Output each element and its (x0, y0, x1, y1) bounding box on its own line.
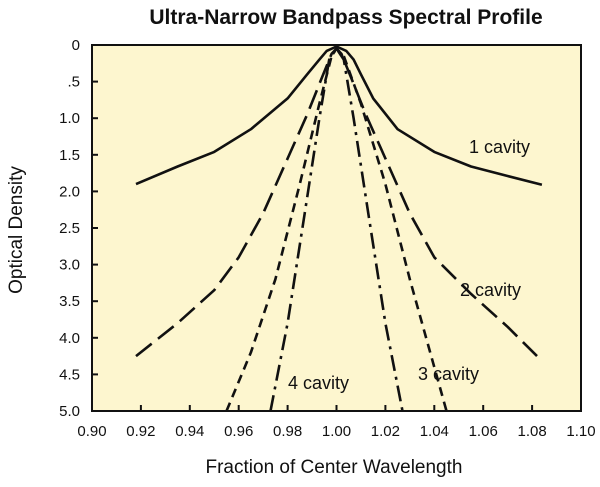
series-label-2-cavity: 2 cavity (460, 280, 521, 300)
y-tick-label: 5.0 (59, 403, 80, 420)
x-tick-label: 1.04 (420, 423, 449, 440)
y-tick-label: 2.5 (59, 220, 80, 237)
y-axis-title: Optical Density (6, 166, 27, 294)
x-tick-label: 1.00 (322, 423, 351, 440)
chart-title: Ultra-Narrow Bandpass Spectral Profile (149, 6, 542, 29)
x-axis-title: Fraction of Center Wavelength (206, 457, 463, 478)
x-tick-label: 1.08 (517, 423, 546, 440)
series-layer (135, 45, 543, 411)
series-label-3-cavity: 3 cavity (418, 364, 479, 384)
series-line-1-cavity (135, 45, 543, 187)
y-tick-label: 3.5 (59, 293, 80, 310)
plot-frame (91, 44, 582, 412)
x-tick-label: 0.92 (126, 423, 155, 440)
y-tick-label: 2.0 (59, 183, 80, 200)
y-tick-label: 4.0 (59, 330, 80, 347)
series-label-4-cavity: 4 cavity (288, 373, 349, 393)
y-tick-label: 4.5 (59, 366, 80, 383)
y-tick-label: 3.0 (59, 257, 80, 274)
x-tick-label: 1.02 (371, 423, 400, 440)
series-line-4-cavity (225, 47, 448, 411)
y-tick-label: .5 (67, 74, 80, 91)
labels-layer: 0.90 0.92 0.94 0.96 0.98 1.00 1.02 1.04 1.06 1.08… (59, 37, 595, 440)
x-tick-label: 0.94 (175, 423, 204, 440)
x-tick-label: 0.90 (77, 423, 106, 440)
y-tick-label: 1.0 (59, 110, 80, 127)
plot-area (92, 45, 581, 411)
series-label-1-cavity: 1 cavity (469, 137, 530, 157)
y-tick-label: 1.5 (59, 147, 80, 164)
y-tick-label: 0 (72, 37, 80, 54)
x-tick-label: 0.96 (224, 423, 253, 440)
x-tick-label: 0.98 (273, 423, 302, 440)
x-tick-label: 1.06 (469, 423, 498, 440)
series-line-3-cavity (269, 47, 404, 411)
x-tick-label: 1.10 (566, 423, 595, 440)
